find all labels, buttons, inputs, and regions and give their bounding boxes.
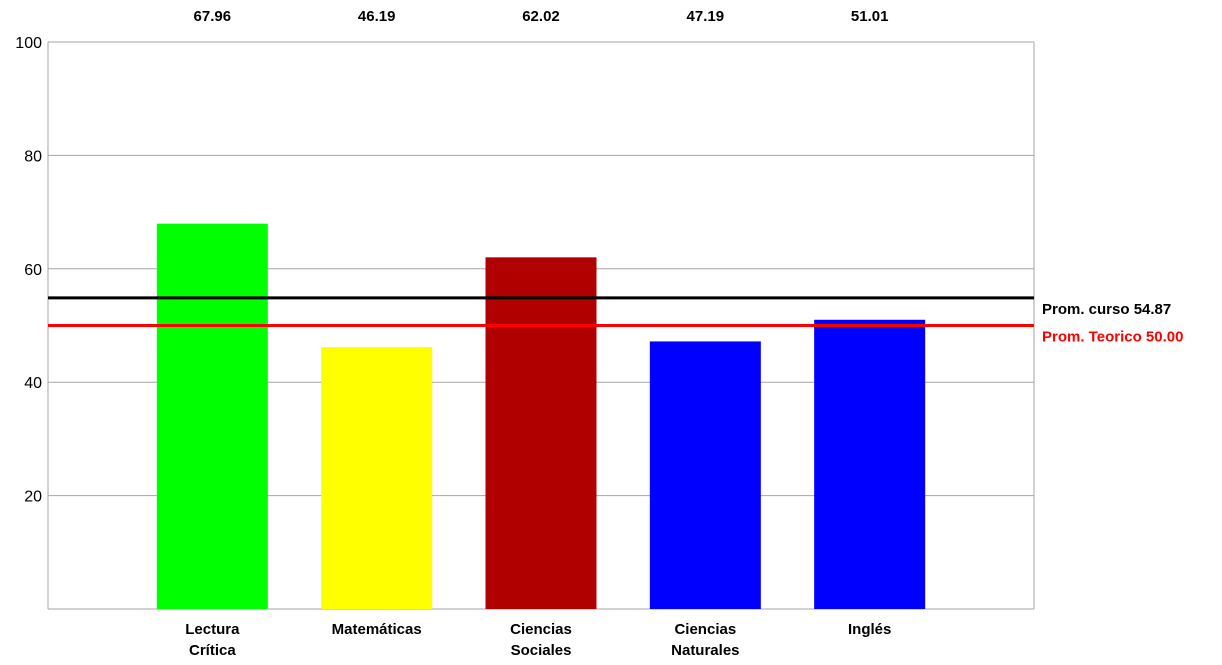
reference-line-label: Prom. Teorico 50.00	[1042, 329, 1183, 346]
reference-lines	[48, 296, 1034, 327]
reference-line-label: Prom. curso 54.87	[1042, 301, 1171, 318]
labels: 20 40 60 80 100 67.96 Lectura Crítica 46.19 Matem…	[15, 8, 1183, 659]
data-label: 67.96	[194, 8, 232, 25]
bar	[485, 257, 597, 609]
data-label: 46.19	[358, 8, 396, 25]
data-label: 47.19	[687, 8, 725, 25]
x-tick-label: Matemáticas	[332, 621, 422, 638]
y-tick-label: 20	[24, 489, 42, 506]
bars	[156, 223, 926, 609]
y-tick-label: 100	[15, 35, 42, 52]
y-tick-label: 60	[24, 262, 42, 279]
data-label: 51.01	[851, 8, 889, 25]
data-label: 62.02	[522, 8, 560, 25]
bar	[321, 347, 433, 609]
x-tick-label: Ciencias Naturales	[671, 621, 739, 659]
y-tick-label: 80	[24, 148, 42, 165]
bar	[156, 223, 268, 609]
x-tick-label: Lectura Crítica	[185, 621, 240, 659]
y-tick-label: 40	[24, 375, 42, 392]
bar	[649, 341, 761, 609]
bar	[814, 319, 926, 609]
x-tick-label: Ciencias Sociales	[510, 621, 572, 659]
x-tick-label: Inglés	[848, 621, 891, 638]
